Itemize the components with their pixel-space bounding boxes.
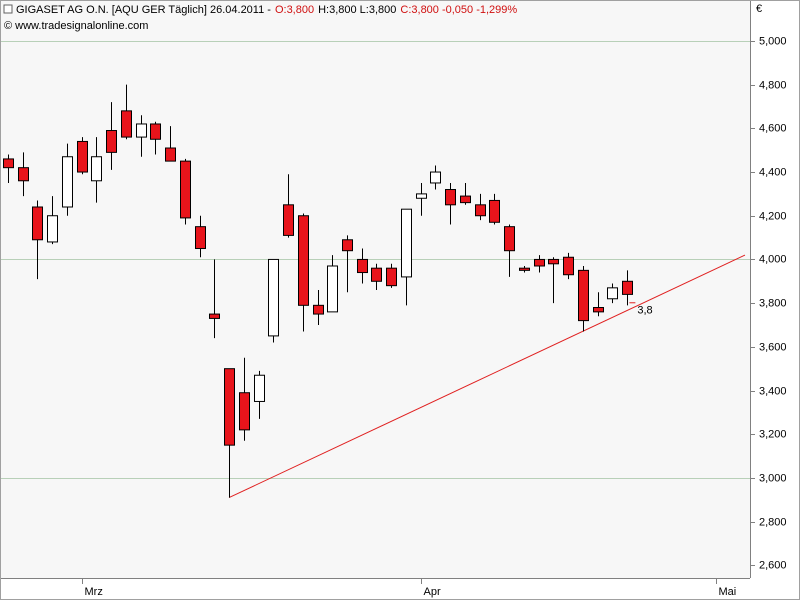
candle-body	[460, 195, 471, 204]
y-tick-label: 4,600	[759, 122, 787, 134]
candle-body	[209, 313, 220, 319]
candle-body	[180, 160, 191, 219]
candle-body	[136, 123, 147, 138]
candle-body	[578, 269, 589, 322]
trendline-label: 3,8	[637, 305, 652, 317]
candle-body	[268, 258, 279, 337]
chart-header: GIGASET AG O.N. [AQU GER Täglich] 26.04.…	[16, 4, 517, 16]
candle-body	[254, 374, 265, 402]
candle-body	[607, 287, 618, 300]
candle-body	[416, 193, 427, 199]
candle-body	[106, 130, 117, 153]
checkbox-icon[interactable]	[3, 4, 13, 14]
candle-body	[47, 215, 58, 243]
candle-body	[534, 258, 545, 267]
y-tick-label: 4,400	[759, 166, 787, 178]
y-tick-label: 2,600	[759, 559, 787, 571]
candle-body	[563, 256, 574, 276]
candle-body	[224, 368, 235, 446]
candle-body	[401, 208, 412, 278]
candle-body	[165, 147, 176, 162]
y-tick-label: 4,200	[759, 210, 787, 222]
y-tick-label: 3,400	[759, 385, 787, 397]
candle-body	[489, 199, 500, 223]
candle-body	[548, 258, 559, 265]
candle-body	[327, 265, 338, 313]
candle-body	[3, 158, 14, 169]
y-tick-label: 3,200	[759, 428, 787, 440]
trendline	[228, 254, 746, 499]
candle-body	[357, 258, 368, 274]
x-tick-label: Mai	[719, 586, 737, 598]
candle-body	[504, 226, 515, 252]
y-tick-label: 5,000	[759, 35, 787, 47]
candle-body	[283, 204, 294, 236]
candle-body	[519, 267, 530, 271]
candle-body	[298, 215, 309, 306]
candle-body	[622, 280, 633, 295]
y-tick-label: 2,800	[759, 516, 787, 528]
y-unit-label: €	[756, 3, 762, 15]
y-tick-label: 3,000	[759, 472, 787, 484]
candle-body	[18, 167, 29, 182]
y-tick-label: 3,800	[759, 297, 787, 309]
quote-segment: C:3,800 -0,050 -1,299%	[400, 4, 517, 16]
candle-body	[195, 226, 206, 250]
chart-title: GIGASET AG O.N. [AQU GER Täglich] 26.04.…	[16, 4, 271, 16]
quote-segment: O:3,800	[275, 4, 314, 16]
candle-body	[475, 204, 486, 217]
y-tick-label: 4,800	[759, 79, 787, 91]
candle-body	[593, 307, 604, 313]
candle-body	[121, 110, 132, 138]
y-tick-label: 4,000	[759, 253, 787, 265]
candle-body	[386, 267, 397, 287]
candle-body	[32, 206, 43, 241]
x-tick-label: Apr	[424, 586, 441, 598]
candle-body	[77, 140, 88, 173]
candle-body	[342, 239, 353, 252]
candle-body	[445, 189, 456, 206]
x-tick-label: Mrz	[85, 586, 103, 598]
candle-body	[91, 156, 102, 182]
y-tick-label: 3,600	[759, 341, 787, 353]
candle-body	[239, 392, 250, 431]
candle-body	[62, 156, 73, 208]
candle-body	[313, 304, 324, 315]
candle-body	[150, 123, 161, 140]
candle-body	[371, 267, 382, 282]
plot-area	[1, 1, 750, 578]
source: © www.tradesignalonline.com	[4, 20, 148, 32]
quote-segment: H:3,800 L:3,800	[318, 4, 396, 16]
candle-body	[430, 171, 441, 184]
